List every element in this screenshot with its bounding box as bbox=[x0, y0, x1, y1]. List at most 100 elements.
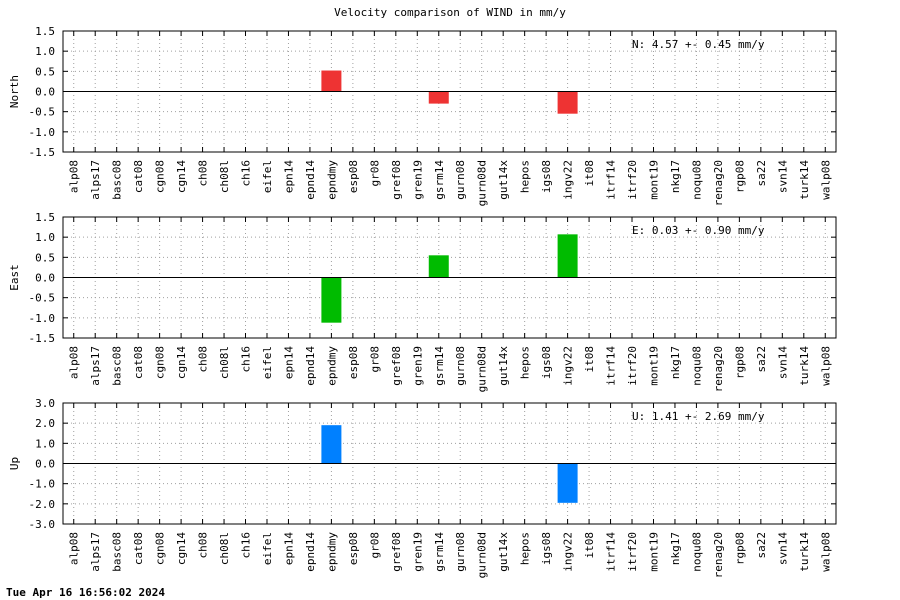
x-tick-label-ch08: ch08 bbox=[197, 532, 210, 559]
y-tick-label: -1.0 bbox=[29, 126, 56, 139]
x-tick-label-eifel: eifel bbox=[261, 532, 274, 565]
x-tick-label-epnd14: epnd14 bbox=[304, 160, 317, 200]
y-tick-label: -0.5 bbox=[29, 106, 56, 119]
y-tick-label: -1.5 bbox=[29, 146, 56, 159]
x-tick-label-gref08: gref08 bbox=[390, 346, 403, 386]
y-tick-label: 0.5 bbox=[35, 65, 55, 78]
x-tick-label-ingv22: ingv22 bbox=[562, 532, 575, 572]
x-tick-label-gurn08d: gurn08d bbox=[476, 532, 489, 578]
x-tick-label-epnd14: epnd14 bbox=[304, 346, 317, 386]
stat-annotation: E: 0.03 +- 0.90 mm/y bbox=[632, 224, 765, 237]
stat-annotation: N: 4.57 +- 0.45 mm/y bbox=[632, 38, 765, 51]
x-tick-label-turk14: turk14 bbox=[798, 160, 811, 200]
x-tick-label-epndmy: epndmy bbox=[325, 160, 338, 200]
y-tick-label: 0.0 bbox=[35, 86, 55, 99]
x-tick-label-itrf20: itrf20 bbox=[626, 532, 639, 572]
x-tick-label-ch08: ch08 bbox=[197, 160, 210, 187]
x-tick-label-rgp08: rgp08 bbox=[733, 346, 746, 379]
x-tick-label-sa22: sa22 bbox=[755, 160, 768, 187]
x-tick-label-epnd14: epnd14 bbox=[304, 532, 317, 572]
x-tick-label-gurn08: gurn08 bbox=[454, 532, 467, 572]
x-tick-label-gurn08: gurn08 bbox=[454, 160, 467, 200]
y-tick-label: 2.0 bbox=[35, 417, 55, 430]
x-tick-label-renag20: renag20 bbox=[712, 532, 725, 578]
x-tick-label-gurn08: gurn08 bbox=[454, 346, 467, 386]
y-tick-label: -3.0 bbox=[29, 518, 56, 531]
x-tick-label-gren19: gren19 bbox=[411, 532, 424, 572]
y-axis-label: Up bbox=[8, 457, 21, 470]
x-tick-label-ch16: ch16 bbox=[240, 160, 253, 187]
y-tick-label: -2.0 bbox=[29, 498, 56, 511]
x-tick-label-rgp08: rgp08 bbox=[733, 532, 746, 565]
x-tick-label-epn14: epn14 bbox=[282, 346, 295, 379]
x-tick-label-turk14: turk14 bbox=[798, 346, 811, 386]
x-tick-label-nkg17: nkg17 bbox=[669, 160, 682, 193]
x-tick-label-cat08: cat08 bbox=[132, 160, 145, 193]
x-tick-label-gsrm14: gsrm14 bbox=[433, 160, 446, 200]
x-tick-label-alp08: alp08 bbox=[68, 346, 81, 379]
x-tick-label-esp08: esp08 bbox=[347, 532, 360, 565]
timestamp: Tue Apr 16 16:56:02 2024 bbox=[6, 586, 165, 599]
x-tick-label-cgn14: cgn14 bbox=[175, 160, 188, 193]
x-tick-label-basc08: basc08 bbox=[111, 346, 124, 386]
bar-ingv22 bbox=[557, 91, 578, 114]
x-tick-label-mont19: mont19 bbox=[647, 532, 660, 572]
y-tick-label: 1.5 bbox=[35, 211, 55, 224]
x-tick-label-noqu08: noqu08 bbox=[690, 160, 703, 200]
x-tick-label-it08: it08 bbox=[583, 160, 596, 187]
x-tick-label-itrf20: itrf20 bbox=[626, 346, 639, 386]
x-tick-label-cat08: cat08 bbox=[132, 532, 145, 565]
x-tick-label-gsrm14: gsrm14 bbox=[433, 532, 446, 572]
x-tick-label-epn14: epn14 bbox=[282, 532, 295, 565]
x-tick-label-svn14: svn14 bbox=[776, 532, 789, 565]
x-tick-label-cgn08: cgn08 bbox=[154, 532, 167, 565]
x-tick-label-igs08: igs08 bbox=[540, 346, 553, 379]
x-tick-label-ingv22: ingv22 bbox=[562, 160, 575, 200]
x-tick-label-ch08l: ch08l bbox=[218, 532, 231, 565]
x-tick-label-alp08: alp08 bbox=[68, 160, 81, 193]
x-tick-label-noqu08: noqu08 bbox=[690, 346, 703, 386]
x-tick-label-gut14x: gut14x bbox=[497, 160, 510, 200]
x-tick-label-cat08: cat08 bbox=[132, 346, 145, 379]
x-tick-label-gr08: gr08 bbox=[368, 532, 381, 559]
x-tick-label-esp08: esp08 bbox=[347, 160, 360, 193]
x-tick-label-it08: it08 bbox=[583, 532, 596, 559]
x-tick-label-sa22: sa22 bbox=[755, 532, 768, 559]
x-tick-label-gref08: gref08 bbox=[390, 160, 403, 200]
x-tick-label-eifel: eifel bbox=[261, 346, 274, 379]
x-tick-label-cgn14: cgn14 bbox=[175, 532, 188, 565]
y-tick-label: 1.0 bbox=[35, 45, 55, 58]
x-tick-label-ch08l: ch08l bbox=[218, 346, 231, 379]
x-tick-label-gsrm14: gsrm14 bbox=[433, 346, 446, 386]
x-tick-label-esp08: esp08 bbox=[347, 346, 360, 379]
x-tick-label-epndmy: epndmy bbox=[325, 532, 338, 572]
x-tick-label-nkg17: nkg17 bbox=[669, 346, 682, 379]
x-tick-label-mont19: mont19 bbox=[647, 346, 660, 386]
x-tick-label-svn14: svn14 bbox=[776, 346, 789, 379]
chart-title: Velocity comparison of WIND in mm/y bbox=[334, 6, 566, 19]
bar-epndmy bbox=[321, 277, 342, 323]
x-tick-label-itrf14: itrf14 bbox=[605, 532, 618, 572]
y-tick-label: 1.0 bbox=[35, 231, 55, 244]
x-tick-label-ingv22: ingv22 bbox=[562, 346, 575, 386]
x-tick-label-igs08: igs08 bbox=[540, 532, 553, 565]
x-tick-label-eifel: eifel bbox=[261, 160, 274, 193]
x-tick-label-itrf14: itrf14 bbox=[605, 346, 618, 386]
bar-epndmy bbox=[321, 70, 342, 92]
y-tick-label: -1.0 bbox=[29, 478, 56, 491]
x-tick-label-sa22: sa22 bbox=[755, 346, 768, 373]
y-tick-label: -1.0 bbox=[29, 312, 56, 325]
x-tick-label-cgn14: cgn14 bbox=[175, 346, 188, 379]
x-tick-label-cgn08: cgn08 bbox=[154, 346, 167, 379]
x-tick-label-alps17: alps17 bbox=[89, 532, 102, 572]
y-tick-label: 0.0 bbox=[35, 458, 55, 471]
x-tick-label-igs08: igs08 bbox=[540, 160, 553, 193]
x-tick-label-alps17: alps17 bbox=[89, 160, 102, 200]
y-tick-label: 3.0 bbox=[35, 397, 55, 410]
bar-epndmy bbox=[321, 425, 342, 464]
bar-ingv22 bbox=[557, 463, 578, 503]
x-tick-label-epndmy: epndmy bbox=[325, 346, 338, 386]
x-tick-label-basc08: basc08 bbox=[111, 532, 124, 572]
x-tick-label-renag20: renag20 bbox=[712, 346, 725, 392]
